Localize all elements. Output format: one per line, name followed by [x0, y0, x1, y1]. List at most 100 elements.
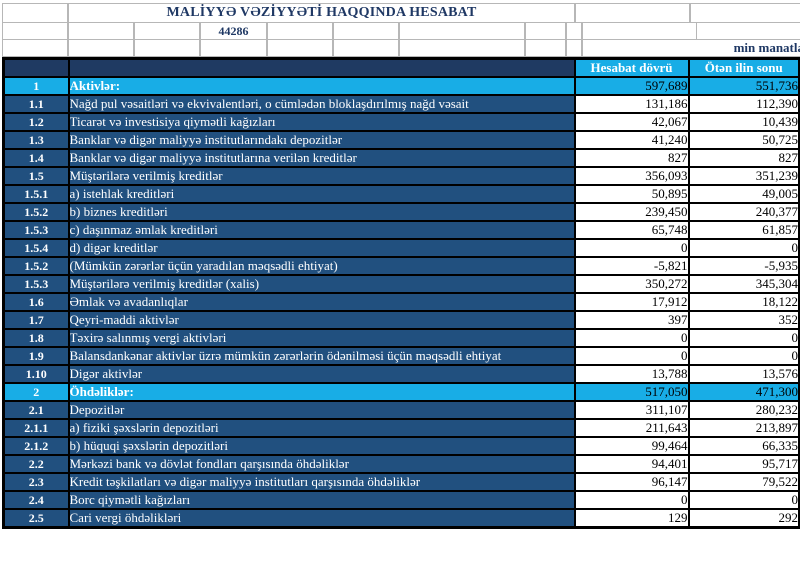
current-value-cell: 0 [573, 328, 690, 348]
table-row: 1.5.2 (Mümkün zərərlər üçün yaradılan məq… [2, 256, 800, 276]
current-value-cell: 211,643 [573, 418, 690, 438]
current-value-cell: 0 [573, 238, 690, 258]
table-row: 1.5 Müştərilərə verilmiş kreditlər 356,093… [2, 166, 800, 186]
table-header-row: Hesabat dövrü Ötən ilin sonu [2, 57, 800, 78]
previous-value-cell: 240,377 [687, 202, 800, 222]
row-index-cell: 1.5.4 [2, 238, 70, 258]
table-row: 1.10 Digər aktivlər 13,788 13,576 [2, 364, 800, 384]
table-row: 1.9 Balansdankənar aktivlər üzrə mümkün z… [2, 346, 800, 366]
row-index-cell: 1.9 [2, 346, 70, 366]
previous-value-cell: 292 [687, 508, 800, 529]
financial-report-table: Hesabat dövrü Ötən ilin sonu 1 Aktivlər: 5… [2, 57, 800, 529]
previous-value-cell: 50,725 [687, 130, 800, 150]
previous-value-cell: 13,576 [687, 364, 800, 384]
previous-value-cell: 280,232 [687, 400, 800, 420]
row-index-cell: 1.5 [2, 166, 70, 186]
current-value-cell: 239,450 [573, 202, 690, 222]
row-index-cell: 1.8 [2, 328, 70, 348]
table-row: 2.3 Kredit təşkilatları və digər maliyyə … [2, 472, 800, 492]
row-index-cell: 2.1.1 [2, 418, 70, 438]
row-index-cell: 1.7 [2, 310, 70, 330]
current-value-cell: 517,050 [573, 382, 690, 402]
table-row: 1.3 Banklar və digər maliyyə institutları… [2, 130, 800, 150]
row-index-cell: 1.5.2 [2, 202, 70, 222]
grid-cell [582, 22, 697, 40]
row-label-cell: c) daşınmaz əmlak kreditləri [67, 220, 576, 240]
table-row: 1.5.3 c) daşınmaz əmlak kreditləri 65,748 6… [2, 220, 800, 240]
table-row: 1 Aktivlər: 597,689 551,736 [2, 76, 800, 96]
row-index-cell: 1 [2, 76, 70, 96]
previous-value-cell: 95,717 [687, 454, 800, 474]
row-label-cell: d) digər kreditlər [67, 238, 576, 258]
previous-value-cell: 0 [687, 490, 800, 510]
row-label-cell: b) hüquqi şəxslərin depozitləri [67, 436, 576, 456]
previous-value-cell: 0 [687, 238, 800, 258]
current-value-cell: 597,689 [573, 76, 690, 96]
grid-cell [525, 39, 566, 57]
row-index-cell: 2 [2, 382, 70, 402]
previous-value-cell: 0 [687, 346, 800, 366]
grid-cell [566, 22, 582, 40]
table-row: 1.1 Nağd pul vəsaitləri və ekvivalentləri… [2, 94, 800, 114]
row-index-cell: 2.5 [2, 508, 70, 529]
previous-value-cell: 66,335 [687, 436, 800, 456]
table-row: 1.4 Banklar və digər maliyyə institutları… [2, 148, 800, 168]
table-row: 1.5.4 d) digər kreditlər 0 0 [2, 238, 800, 258]
row-index-cell: 1.5.3 [2, 274, 70, 294]
row-label-cell: Cari vergi öhdəlikləri [67, 508, 576, 529]
table-row: 2.1.2 b) hüquqi şəxslərin depozitləri 99,4… [2, 436, 800, 456]
row-label-cell: Təxirə salınmış vergi aktivləri [67, 328, 576, 348]
row-label-cell: (Mümkün zərərlər üçün yaradılan məqsədli… [67, 256, 576, 276]
previous-value-cell: 10,439 [687, 112, 800, 132]
row-index-cell: 1.1 [2, 94, 70, 114]
grid-cell [68, 39, 134, 57]
current-value-cell: 17,912 [573, 292, 690, 312]
previous-value-cell: 827 [687, 148, 800, 168]
row-index-cell: 1.5.2 [2, 256, 70, 276]
table-row: 2.1.1 a) fiziki şəxslərin depozitləri 211,… [2, 418, 800, 438]
table-row: 2.2 Mərkəzi bank və dövlət fondları qarşı… [2, 454, 800, 474]
table-row: 1.7 Qeyri-maddi aktivlər 397 352 [2, 310, 800, 330]
header-grid-row-1: MALİYYƏ VƏZİYYƏTİ HAQQINDA HESABAT [2, 3, 800, 23]
header-grid: MALİYYƏ VƏZİYYƏTİ HAQQINDA HESABAT 44286 [2, 3, 800, 57]
row-label-cell: Müştərilərə verilmiş kreditlər [67, 166, 576, 186]
row-label-cell: Depozitlər [67, 400, 576, 420]
previous-value-cell: 49,005 [687, 184, 800, 204]
current-value-cell: 311,107 [573, 400, 690, 420]
row-label-cell: Borc qiymətli kağızları [67, 490, 576, 510]
row-index-cell: 2.2 [2, 454, 70, 474]
previous-value-cell: 213,897 [687, 418, 800, 438]
row-index-cell: 2.1.2 [2, 436, 70, 456]
row-label-cell: a) istehlak kreditləri [67, 184, 576, 204]
table-row: 1.5.3 Müştərilərə verilmiş kreditlər (xal… [2, 274, 800, 294]
previous-value-cell: 352 [687, 310, 800, 330]
row-label-cell: a) fiziki şəxslərin depozitləri [67, 418, 576, 438]
unit-note: min manatla [582, 39, 800, 57]
row-label-cell: Ticarət və investisiya qiymətli kağızlar… [67, 112, 576, 132]
grid-cell [333, 22, 399, 40]
grid-cell [399, 22, 525, 40]
header-grid-row-2: 44286 [2, 22, 800, 40]
column-header-previous: Ötən ilin sonu [687, 57, 800, 78]
current-value-cell: -5,821 [573, 256, 690, 276]
header-index-cell [2, 57, 70, 78]
header-label-cell [67, 57, 576, 78]
row-index-cell: 1.2 [2, 112, 70, 132]
row-label-cell: Əmlak və avadanlıqlar [67, 292, 576, 312]
row-index-cell: 1.6 [2, 292, 70, 312]
row-index-cell: 1.5.3 [2, 220, 70, 240]
column-header-current: Hesabat dövrü [573, 57, 690, 78]
row-index-cell: 1.3 [2, 130, 70, 150]
current-value-cell: 0 [573, 346, 690, 366]
grid-cell [566, 39, 582, 57]
row-label-cell: Nağd pul vəsaitləri və ekvivalentləri, o… [67, 94, 576, 114]
previous-value-cell: 345,304 [687, 274, 800, 294]
grid-cell [575, 3, 690, 23]
row-label-cell: Balansdankənar aktivlər üzrə mümkün zərə… [67, 346, 576, 366]
grid-cell [68, 22, 134, 40]
grid-cell [267, 22, 333, 40]
grid-cell [134, 22, 200, 40]
row-index-cell: 2.4 [2, 490, 70, 510]
row-label-cell: Banklar və digər maliyyə institutlarına … [67, 148, 576, 168]
